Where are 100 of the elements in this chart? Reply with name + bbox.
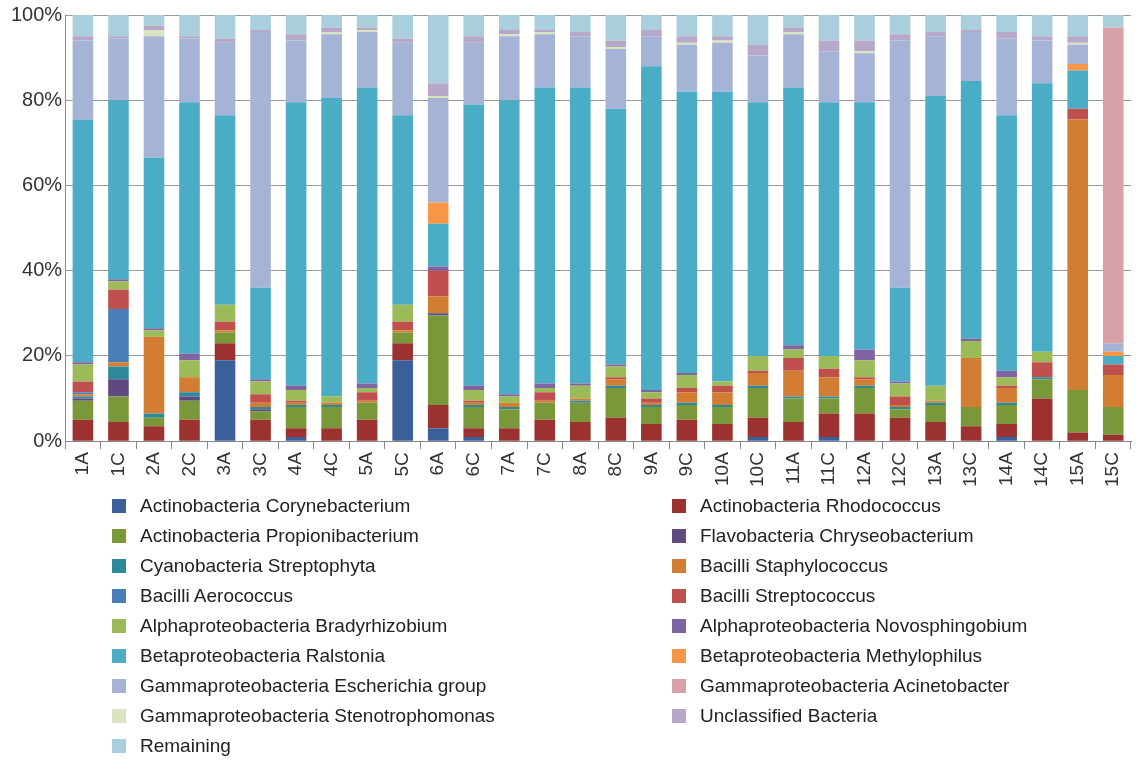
legend-label: Remaining <box>140 735 231 757</box>
bar <box>747 417 769 437</box>
bar <box>570 421 591 441</box>
bar <box>676 375 698 388</box>
bar <box>1067 64 1089 71</box>
bar <box>676 36 698 43</box>
bar <box>960 32 982 82</box>
bar <box>250 402 271 408</box>
bar <box>214 321 236 331</box>
bar <box>143 336 165 414</box>
bar <box>712 404 733 408</box>
bar <box>605 385 627 388</box>
bar <box>143 29 165 37</box>
bar <box>250 32 271 288</box>
bar <box>818 396 840 399</box>
bar <box>747 355 769 371</box>
bar <box>641 398 662 403</box>
bar <box>321 34 342 99</box>
bar <box>1031 379 1053 399</box>
bar <box>250 15 271 30</box>
bar <box>108 396 129 422</box>
bar <box>1102 351 1124 356</box>
bar <box>818 40 840 52</box>
bar <box>72 36 94 41</box>
x-tick-label: 8A <box>568 451 590 476</box>
bar <box>498 409 520 429</box>
bar <box>321 15 342 28</box>
bar <box>143 157 165 329</box>
legend-label: Cyanobacteria Streptophyta <box>140 555 376 577</box>
bar <box>747 44 769 56</box>
bar <box>321 98 342 397</box>
bar <box>818 377 840 397</box>
bar <box>108 366 129 380</box>
bar <box>570 402 591 422</box>
bar <box>747 372 769 386</box>
bar <box>1102 355 1124 365</box>
bar <box>285 15 307 35</box>
bar <box>818 413 840 437</box>
legend-label: Bacilli Staphylococcus <box>700 555 888 577</box>
x-tick-label: 7C <box>533 452 555 477</box>
bar <box>214 115 236 305</box>
bar <box>783 396 804 399</box>
bar <box>392 332 413 344</box>
y-tick-label: 0% <box>33 428 63 451</box>
bar <box>783 421 804 441</box>
bar <box>676 91 698 373</box>
legend-label: Actinobacteria Rhodococcus <box>700 495 941 517</box>
bar <box>1102 375 1124 408</box>
bar <box>712 407 733 425</box>
bar <box>641 29 662 37</box>
bar <box>427 313 449 316</box>
bar <box>712 424 733 441</box>
bar <box>854 379 875 386</box>
x-tick-label: 11C <box>817 452 839 486</box>
bar <box>925 385 946 401</box>
bar <box>641 424 662 441</box>
x-tick-label: 4A <box>284 451 306 476</box>
bar <box>712 36 733 41</box>
bar <box>498 396 520 403</box>
bar <box>427 266 449 271</box>
y-tick-label: 40% <box>22 258 63 281</box>
bar <box>392 330 413 333</box>
legend-label: Betaproteobacteria Methylophilus <box>700 645 983 667</box>
bar <box>321 396 342 403</box>
bar <box>250 394 271 403</box>
bar <box>996 38 1017 116</box>
bar <box>783 87 804 346</box>
x-tick-label: 12C <box>888 452 910 487</box>
bar <box>179 392 200 397</box>
x-tick-label: 6C <box>461 452 483 477</box>
bar <box>925 421 946 441</box>
bar <box>747 387 769 418</box>
x-tick-label: 3A <box>213 451 235 476</box>
bar <box>534 400 556 403</box>
bar <box>1067 42 1089 45</box>
x-tick-label: 14A <box>994 451 1016 486</box>
bar <box>605 15 627 41</box>
bar <box>712 40 733 43</box>
bar <box>498 394 520 397</box>
bar <box>250 287 271 380</box>
bar <box>463 42 485 105</box>
legend-label: Actinobacteria Propionibacterium <box>140 525 419 547</box>
x-tick-label: 4C <box>319 452 341 477</box>
bar <box>783 370 804 397</box>
bar <box>392 304 413 322</box>
bar <box>250 411 271 420</box>
bar <box>72 381 94 393</box>
bar <box>427 98 449 203</box>
bar <box>747 436 769 441</box>
bar <box>321 27 342 33</box>
bar <box>676 42 698 45</box>
bar <box>889 409 911 418</box>
bar <box>250 379 271 382</box>
bar <box>1031 362 1053 378</box>
legend-label: Gammaproteobacteria Acinetobacter <box>700 675 1010 697</box>
bar <box>108 379 129 397</box>
legend-label: Alphaproteobacteria Novosphingobium <box>700 615 1028 637</box>
bar <box>960 15 982 30</box>
bar <box>179 396 200 401</box>
bar <box>818 15 840 41</box>
